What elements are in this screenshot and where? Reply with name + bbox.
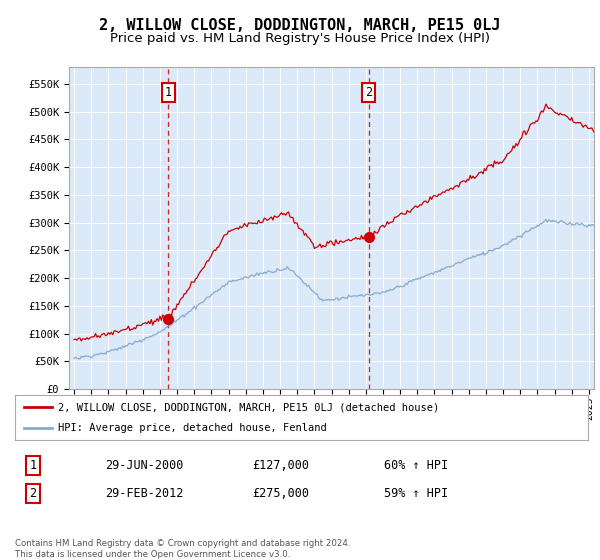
Text: 29-JUN-2000: 29-JUN-2000: [105, 459, 184, 473]
Text: 59% ↑ HPI: 59% ↑ HPI: [384, 487, 448, 501]
Text: 2: 2: [29, 487, 37, 501]
Text: 1: 1: [165, 86, 172, 99]
Text: HPI: Average price, detached house, Fenland: HPI: Average price, detached house, Fenl…: [58, 423, 327, 433]
Text: 2: 2: [365, 86, 372, 99]
Text: 60% ↑ HPI: 60% ↑ HPI: [384, 459, 448, 473]
Text: 2, WILLOW CLOSE, DODDINGTON, MARCH, PE15 0LJ: 2, WILLOW CLOSE, DODDINGTON, MARCH, PE15…: [99, 18, 501, 33]
Text: Contains HM Land Registry data © Crown copyright and database right 2024.
This d: Contains HM Land Registry data © Crown c…: [15, 539, 350, 559]
Text: 29-FEB-2012: 29-FEB-2012: [105, 487, 184, 501]
Text: 1: 1: [29, 459, 37, 473]
Text: 2, WILLOW CLOSE, DODDINGTON, MARCH, PE15 0LJ (detached house): 2, WILLOW CLOSE, DODDINGTON, MARCH, PE15…: [58, 402, 439, 412]
Text: Price paid vs. HM Land Registry's House Price Index (HPI): Price paid vs. HM Land Registry's House …: [110, 32, 490, 45]
Text: £275,000: £275,000: [252, 487, 309, 501]
Text: £127,000: £127,000: [252, 459, 309, 473]
